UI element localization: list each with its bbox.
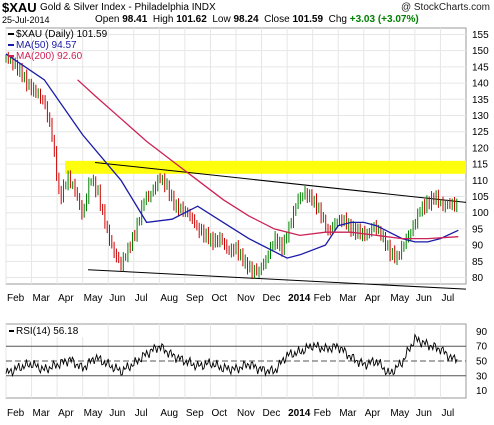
- price-x-tick-label: Dec: [263, 293, 281, 304]
- rsi-x-tick-label: Jun: [416, 408, 432, 419]
- price-x-tick-label: May: [84, 293, 103, 304]
- price-x-tick-label: Feb: [314, 293, 332, 304]
- channel-upper-line: [94, 161, 467, 203]
- ma50-line: [5, 53, 459, 259]
- price-y-tick-label: 130: [472, 111, 489, 122]
- rsi-legend-bg: [8, 326, 88, 337]
- price-y-tick-label: 120: [472, 143, 489, 154]
- high-value: 101.62: [176, 14, 207, 25]
- open-value: 98.41: [122, 14, 148, 25]
- price-x-tick-label: Mar: [33, 293, 51, 304]
- price-y-tick-label: 100: [472, 208, 489, 219]
- price-x-tick-label: Aug: [160, 293, 178, 304]
- rsi-line: [5, 333, 458, 378]
- price-y-tick-label: 95: [472, 224, 484, 235]
- price-x-tick-label: Feb: [7, 293, 25, 304]
- rsi-x-tick-label: Apr: [58, 408, 74, 419]
- price-y-tick-label: 85: [472, 257, 484, 268]
- index-name: Gold & Silver Index - Philadelphia INDX: [40, 2, 216, 13]
- rsi-x-tick-label: Mar: [33, 408, 51, 419]
- price-x-tick-label: May: [390, 293, 409, 304]
- rsi-y-tick-label: 90: [476, 327, 488, 338]
- channel-lower-line: [87, 269, 467, 290]
- price-x-tick-label: Sep: [186, 293, 204, 304]
- close-label: Close: [264, 14, 290, 25]
- price-y-tick-label: 150: [472, 46, 489, 57]
- price-bars: [5, 51, 458, 280]
- rsi-x-tick-label: Oct: [211, 408, 227, 419]
- rsi-x-tick-label: Mar: [339, 408, 357, 419]
- close-value: 101.59: [292, 14, 324, 25]
- symbol-title: $XAU: [2, 0, 37, 15]
- price-x-tick-label: Mar: [339, 293, 357, 304]
- price-x-tick-label: Oct: [211, 293, 227, 304]
- legend-entry: $XAU (Daily) 101.59: [16, 29, 108, 40]
- legend-entry: MA(200) 92.60: [16, 51, 83, 62]
- rsi-x-tick-label: 2014: [288, 408, 311, 419]
- chg-label: Chg: [328, 14, 347, 25]
- rsi-x-tick-label: May: [390, 408, 409, 419]
- rsi-x-tick-label: Sep: [186, 408, 204, 419]
- price-y-tick-label: 155: [472, 30, 489, 41]
- rsi-y-tick-label: 70: [476, 342, 488, 353]
- ohlc-readout: Open 98.41 High 101.62 Low 98.24 Close 1…: [95, 14, 419, 25]
- price-x-tick-label: Jul: [135, 293, 148, 304]
- rsi-x-tick-label: Jul: [441, 408, 454, 419]
- ma200-line: [77, 79, 459, 240]
- rsi-x-tick-label: Aug: [160, 408, 178, 419]
- price-y-tick-label: 105: [472, 192, 489, 203]
- price-y-tick-label: 90: [472, 241, 484, 252]
- low-label: Low: [212, 14, 231, 25]
- rsi-x-tick-label: Jun: [109, 408, 125, 419]
- price-y-tick-label: 135: [472, 95, 489, 106]
- copyright: @ StockCharts.com: [400, 2, 490, 13]
- rsi-x-tick-label: Feb: [314, 408, 332, 419]
- rsi-x-tick-label: Dec: [263, 408, 281, 419]
- rsi-x-tick-label: Feb: [7, 408, 25, 419]
- rsi-x-tick-label: Apr: [365, 408, 381, 419]
- price-x-tick-label: Jun: [109, 293, 125, 304]
- quote-date: 25-Jul-2014: [2, 15, 50, 25]
- rsi-y-tick-label: 30: [476, 371, 488, 382]
- price-y-tick-label: 145: [472, 62, 489, 73]
- price-y-tick-label: 115: [472, 160, 488, 171]
- rsi-series: [5, 333, 458, 378]
- high-label: High: [152, 14, 174, 25]
- open-label: Open: [95, 14, 120, 25]
- chg-value: +3.03 (+3.07%): [349, 14, 419, 25]
- price-x-tick-label: Nov: [237, 293, 255, 304]
- price-x-tick-label: Apr: [365, 293, 381, 304]
- rsi-x-tick-label: Jul: [135, 408, 148, 419]
- resistance-band: [65, 160, 466, 174]
- price-y-tick-label: 80: [472, 273, 484, 284]
- price-y-tick-label: 110: [472, 176, 488, 187]
- price-x-tick-label: Jul: [441, 293, 454, 304]
- rsi-x-tick-label: Nov: [237, 408, 255, 419]
- low-value: 98.24: [233, 14, 259, 25]
- price-x-tick-label: 2014: [288, 293, 311, 304]
- price-y-tick-label: 125: [472, 127, 489, 138]
- price-y-tick-label: 140: [472, 79, 489, 90]
- legend-entry: MA(50) 94.57: [16, 40, 77, 51]
- rsi-y-tick-label: 10: [476, 386, 488, 397]
- rsi-x-tick-label: May: [84, 408, 103, 419]
- price-x-tick-label: Apr: [58, 293, 74, 304]
- rsi-y-tick-label: 50: [476, 357, 488, 368]
- price-x-tick-label: Jun: [416, 293, 432, 304]
- rsi-legend-entry: RSI(14) 56.18: [16, 326, 79, 337]
- chart-header: $XAU Gold & Silver Index - Philadelphia …: [0, 0, 494, 26]
